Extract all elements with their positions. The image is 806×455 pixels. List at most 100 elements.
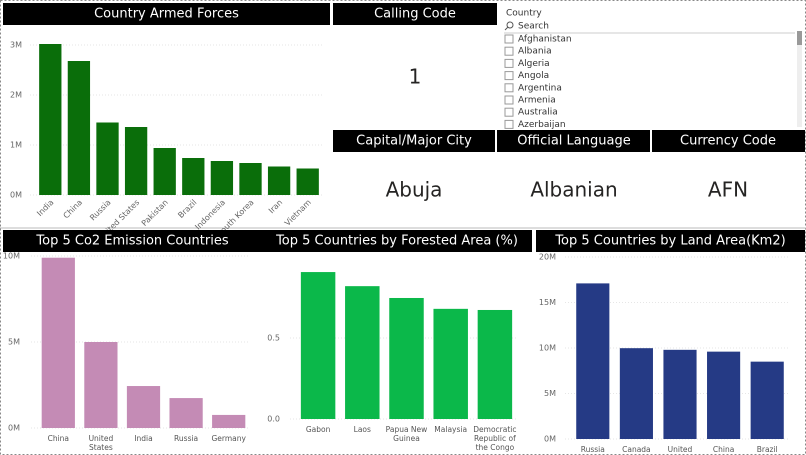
checkbox[interactable] [504, 58, 514, 68]
x-tick-label: Canada [622, 445, 651, 454]
search-icon [506, 21, 514, 29]
bar [41, 257, 75, 428]
card-title: Official Language [517, 134, 630, 149]
y-tick-label: 10M [3, 252, 20, 261]
chart-header [3, 3, 330, 25]
x-tick-label: Russia [580, 445, 605, 454]
checkbox[interactable] [504, 95, 514, 105]
x-tick-label: China [712, 445, 735, 454]
x-tick-label: Vietnam [283, 198, 313, 228]
bar [84, 342, 118, 428]
card-value: 1 [409, 65, 422, 89]
y-tick-label: 15M [539, 298, 556, 307]
y-tick-label: 2M [10, 91, 22, 100]
chart-header [262, 230, 532, 252]
chart-header [536, 230, 805, 252]
bar [296, 168, 319, 195]
chart-title: Country Armed Forces [94, 7, 239, 22]
x-tick-label: Brazil [756, 445, 778, 454]
scroll-thumb[interactable] [797, 31, 802, 45]
y-tick-label: 5M [544, 389, 556, 398]
slicer-item[interactable]: Albania [518, 47, 552, 57]
bar [210, 161, 234, 195]
card-title: Calling Code [374, 7, 456, 22]
x-tick-label: United States [667, 445, 693, 455]
y-tick-label: 20M [539, 253, 556, 262]
bar [239, 163, 262, 195]
y-tick-label: 10M [539, 344, 556, 353]
search-box[interactable]: Search [518, 22, 549, 32]
slicer-item[interactable]: Angola [518, 71, 549, 81]
checkbox[interactable] [504, 119, 514, 129]
card-header [333, 130, 495, 152]
x-tick-label: Gabon [305, 425, 331, 434]
bar [212, 414, 246, 428]
slicer-item[interactable]: Armenia [518, 96, 556, 106]
x-tick-label: Russia [174, 434, 199, 443]
card-value: AFN [708, 178, 748, 202]
bar [663, 349, 697, 439]
slicer-item[interactable]: Afghanistan [518, 35, 572, 45]
x-tick-label: Laos [353, 425, 371, 434]
x-tick-label: United States [88, 434, 114, 452]
y-tick-label: 0.5 [267, 334, 280, 343]
slicer-item[interactable]: Argentina [518, 83, 562, 93]
y-tick-label: 5M [8, 338, 20, 347]
chart-title: Top 5 Co2 Emission Countries [35, 234, 228, 249]
x-tick-label: India [134, 434, 153, 443]
bar [300, 272, 336, 419]
checkbox[interactable] [504, 34, 514, 44]
bar [182, 158, 205, 195]
bar [389, 297, 424, 419]
checkbox[interactable] [504, 46, 514, 56]
chart-title: Top 5 Countries by Forested Area (%) [275, 234, 518, 249]
bar [96, 122, 119, 195]
y-tick-label: 0M [544, 435, 556, 444]
x-tick-label: Malaysia [434, 425, 468, 434]
x-tick-label: Papua New Guinea [385, 425, 428, 443]
card-header [652, 130, 805, 152]
x-tick-label: China [62, 198, 85, 221]
bar [153, 148, 176, 195]
bar [39, 44, 62, 195]
card-title: Capital/Major City [356, 134, 472, 149]
bar [477, 309, 513, 419]
checkbox[interactable] [504, 107, 514, 117]
checkbox[interactable] [504, 71, 514, 81]
checkbox[interactable] [504, 83, 514, 93]
slicer-item[interactable]: Algeria [518, 59, 550, 69]
y-tick-label: 3M [10, 41, 22, 50]
chart-title: Top 5 Countries by Land Area(Km2) [554, 234, 785, 249]
y-tick-label: 0M [10, 191, 22, 200]
bar [576, 283, 610, 439]
bar [124, 127, 148, 195]
bar [126, 386, 161, 428]
bar [750, 361, 784, 439]
x-tick-label: India [35, 198, 55, 218]
x-tick-label: Germany [211, 434, 246, 443]
chart-header [3, 230, 262, 252]
bar [267, 166, 291, 195]
bar [707, 351, 741, 439]
slicer-title: Country [506, 9, 542, 19]
x-tick-label: Pakistan [140, 198, 170, 228]
x-tick-label: Democratic Republic of the Congo [473, 425, 517, 452]
card-header [333, 3, 497, 25]
bar [345, 286, 380, 419]
y-tick-label: 0M [8, 424, 20, 433]
bar [67, 61, 91, 195]
scrollbar [797, 31, 802, 127]
card-value: Abuja [386, 178, 443, 202]
y-tick-label: 1M [10, 141, 22, 150]
search-icon [504, 26, 509, 31]
slicer-item[interactable]: Australia [518, 108, 558, 118]
card-value: Albanian [530, 178, 617, 202]
y-tick-label: 0.0 [267, 415, 280, 424]
x-tick-label: Iran [267, 198, 284, 215]
card-title: Currency Code [680, 134, 776, 149]
bar [433, 308, 468, 419]
x-tick-label: Russia [88, 198, 113, 223]
slicer-item[interactable]: Azerbaijan [518, 120, 566, 130]
